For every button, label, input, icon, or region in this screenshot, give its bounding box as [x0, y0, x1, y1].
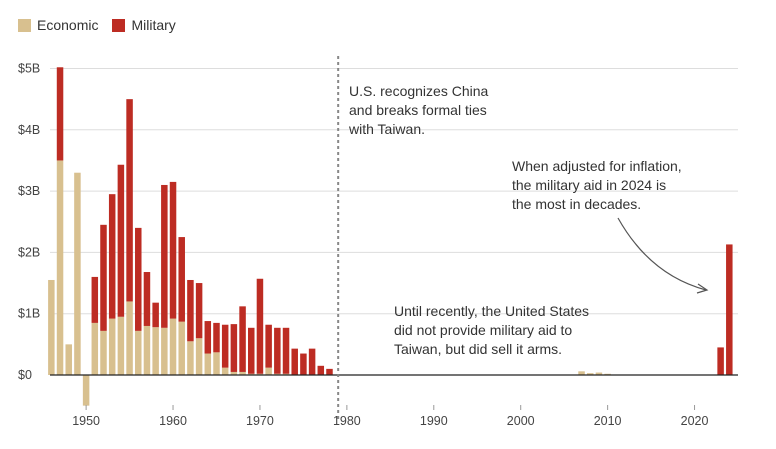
bar-military [221, 324, 229, 368]
y-tick-label: $2B [18, 245, 40, 259]
legend-item-economic: Economic [18, 17, 98, 33]
bar-military [56, 67, 64, 161]
bar-economic [135, 330, 142, 375]
annotation-line: the most in decades. [512, 196, 641, 212]
y-tick-label: $5B [18, 62, 40, 76]
annotation-line: with Taiwan. [348, 121, 425, 137]
annotation-text: When adjusted for inflation, the military… [512, 158, 682, 212]
annotation-line: U.S. recognizes China [349, 83, 489, 99]
legend: Economic Military [18, 17, 190, 33]
y-tick-label: $1B [18, 307, 40, 321]
annotation-line: and breaks formal ties [349, 102, 487, 118]
bar-military [274, 327, 281, 374]
bar-economic [56, 160, 64, 375]
bar-military [300, 353, 307, 375]
bar-military [91, 276, 99, 323]
bar-economic [282, 373, 290, 375]
bar-economic [178, 321, 185, 375]
bar-economic [82, 375, 90, 406]
bar-economic [74, 172, 81, 375]
x-tick-label: 1960 [159, 414, 187, 428]
bar-economic [274, 373, 281, 375]
bar-military [213, 322, 220, 353]
bar-economic [256, 373, 264, 375]
bar-economic [169, 318, 177, 375]
bar-military [256, 278, 264, 374]
bar-military [308, 348, 316, 375]
bar-military [126, 99, 133, 302]
bar-economic [187, 341, 194, 375]
bar-economic [578, 371, 585, 375]
y-tick-label: $3B [18, 184, 40, 198]
bar-economic [48, 279, 55, 375]
bar-economic [108, 318, 116, 375]
bar-military [178, 237, 185, 322]
x-tick-label: 2020 [681, 414, 709, 428]
bar-military [187, 279, 194, 342]
annotation-line: Until recently, the United States [394, 303, 589, 319]
bar-military [135, 227, 142, 331]
bar-military [108, 194, 116, 319]
bar-military [317, 365, 325, 375]
x-tick-label: 2000 [507, 414, 535, 428]
bar-economic [91, 322, 99, 375]
bar-economic [204, 353, 212, 375]
bar-economic [265, 367, 272, 375]
economic-swatch [18, 18, 31, 32]
y-tick-label: $4B [18, 123, 40, 137]
bar-economic [604, 373, 611, 375]
bar-economic [126, 301, 133, 375]
annotation-line: When adjusted for inflation, [512, 158, 682, 174]
annotation-text: U.S. recognizes China and breaks formal t… [348, 83, 489, 137]
bar-economic [117, 316, 125, 375]
bar-military [239, 306, 246, 372]
bar-military [152, 302, 159, 328]
bar-military [291, 348, 298, 375]
bar-economic [65, 344, 72, 375]
bar-economic [221, 367, 229, 375]
bar-economic [586, 373, 594, 375]
legend-label-military: Military [131, 17, 176, 33]
bar-economic [100, 330, 107, 375]
x-tick-label: 1970 [246, 414, 274, 428]
annotation-line: the military aid in 2024 is [512, 177, 666, 193]
bar-military [143, 272, 151, 326]
annotation-arrow [617, 217, 707, 291]
military-swatch [112, 18, 126, 32]
bar-economic [195, 338, 203, 375]
legend-label-economic: Economic [37, 17, 99, 33]
bar-economic [213, 352, 220, 375]
bar-military [230, 324, 238, 372]
bar-military [195, 283, 203, 339]
x-tick-label: 1990 [420, 414, 448, 428]
bar-military [204, 321, 212, 354]
bar-economic [595, 372, 603, 375]
bar-military [265, 324, 272, 368]
x-tick-label: 1980 [333, 414, 361, 428]
bar-military [117, 164, 125, 317]
bar-economic [248, 373, 255, 375]
bar-economic [230, 371, 238, 375]
bar-military [717, 347, 724, 375]
bar-military [248, 327, 255, 374]
bar-economic [161, 327, 168, 375]
bar-economic [143, 325, 151, 375]
annotation-text: Until recently, the United States did not… [394, 303, 589, 357]
bar-economic [152, 327, 159, 375]
bar-military [100, 224, 107, 331]
x-tick-label: 2010 [594, 414, 622, 428]
bar-military [282, 327, 290, 374]
bar-military [726, 244, 733, 375]
annotation-line: did not provide military aid to [394, 322, 572, 338]
legend-item-military: Military [112, 17, 176, 33]
annotation-arrowhead [696, 283, 709, 294]
bar-military [169, 181, 177, 319]
x-tick-label: 1950 [72, 414, 100, 428]
y-tick-label: $0 [18, 368, 32, 382]
bar-economic [239, 371, 246, 375]
annotation-line: Taiwan, but did sell it arms. [394, 341, 562, 357]
bar-military [326, 368, 333, 375]
bar-military [161, 184, 168, 328]
